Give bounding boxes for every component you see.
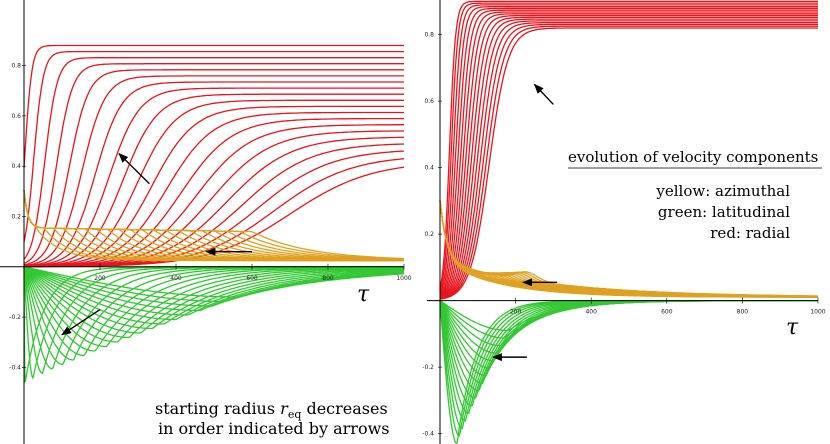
- left-annotation-line1: starting radius req decreases: [155, 399, 388, 421]
- y-tick-label: 0.2: [11, 214, 21, 221]
- latitudinal-curve-20: [23, 266, 405, 298]
- radial-curve-8: [439, 13, 818, 299]
- legend-entry-radial: red: radial: [710, 224, 790, 242]
- x-tick-label: 800: [322, 275, 334, 282]
- right-x-axis-label: τ: [786, 315, 799, 340]
- latitudinal-curve-15: [23, 266, 405, 321]
- radial-curve-11: [439, 18, 818, 300]
- annotation-subscript: eq: [288, 408, 302, 421]
- radial-curve-1: [23, 44, 404, 169]
- x-tick-label: 1000: [396, 275, 411, 282]
- radial-curve-7: [439, 11, 818, 298]
- latitudinal-curve-9: [439, 299, 818, 384]
- y-tick-label: 0.6: [11, 113, 21, 120]
- y-tick-label: -0.2: [422, 364, 434, 371]
- y-tick-label: 0.4: [11, 163, 21, 170]
- latitudinal-curve-13: [23, 266, 405, 330]
- y-tick-label: -0.4: [9, 364, 21, 371]
- radial-curve-15: [439, 25, 818, 300]
- latitudinal-curve-11: [23, 266, 405, 339]
- y-tick-label: 0.6: [424, 98, 434, 105]
- x-tick-label: 1000: [810, 309, 825, 316]
- latitudinal-curve-14: [23, 266, 405, 325]
- latitudinal-curve-12: [23, 266, 405, 334]
- y-tick-label: 0.4: [424, 165, 434, 172]
- radial-curve-7: [24, 81, 404, 267]
- x-tick-label: 400: [170, 275, 182, 282]
- radial-curve-4: [439, 6, 818, 296]
- left-curves: [23, 44, 405, 383]
- annotation-text-a: starting radius: [155, 399, 280, 418]
- radial-curve-3: [439, 4, 818, 294]
- x-tick-label: 600: [661, 309, 673, 316]
- radial-curve-6: [439, 9, 818, 298]
- radial-curve-13: [24, 117, 404, 268]
- radial-curve-3: [23, 57, 404, 260]
- radial-curve-13: [439, 21, 818, 300]
- latitudinal-arrow: [61, 308, 101, 336]
- radial-curve-8: [24, 87, 404, 267]
- latitudinal-curve-1: [23, 266, 404, 383]
- radial-curve-12: [439, 20, 818, 300]
- azimuthal-curve-16: [23, 190, 404, 261]
- left-annotation-line2: in order indicated by arrows: [158, 419, 389, 438]
- azimuthal-curve-20: [23, 190, 405, 260]
- right-curves: [439, 0, 819, 444]
- x-tick-label: 400: [585, 309, 597, 316]
- radial-curve-9: [439, 14, 818, 299]
- x-tick-label: 800: [737, 309, 749, 316]
- radial-arrow: [533, 83, 554, 105]
- left-arrows: [61, 152, 252, 336]
- radial-curve-1: [439, 0, 818, 289]
- annotation-symbol: r: [280, 399, 289, 418]
- y-tick-label: -0.4: [422, 431, 434, 438]
- latitudinal-curve-7: [439, 299, 818, 400]
- legend-title: evolution of velocity components: [568, 148, 818, 166]
- left-x-axis-label: τ: [357, 282, 370, 307]
- radial-arrow: [118, 152, 150, 185]
- radial-curve-16: [439, 27, 818, 300]
- y-tick-label: 0.8: [424, 32, 434, 39]
- left-x-ticks: 200 400 600 800 1000: [94, 263, 412, 282]
- radial-curve-10: [439, 16, 818, 299]
- right-x-ticks: 200 400 600 800 1000: [510, 297, 826, 316]
- x-tick-label: 200: [510, 309, 522, 316]
- right-y-ticks: 0.8 0.6 0.4 0.2 -0.2 -0.4: [422, 32, 442, 438]
- legend-entry-latitudinal: green: latitudinal: [658, 203, 790, 221]
- latitudinal-curve-9: [23, 266, 404, 348]
- right-panel: 200 400 600 800 1000 0.80.60.40.2-0.2-0.4 τ …: [422, 0, 826, 444]
- latitudinal-curve-4: [439, 299, 818, 422]
- x-tick-label: 600: [246, 275, 258, 282]
- legend-entry-azimuthal: yellow: azimuthal: [655, 182, 790, 200]
- radial-curve-2: [439, 2, 818, 292]
- radial-curve-5: [23, 69, 404, 266]
- y-tick-label: -0.2: [9, 314, 21, 321]
- x-tick-label: 200: [94, 275, 106, 282]
- latitudinal-curve-1: [439, 299, 818, 444]
- radial-curve-4: [23, 63, 404, 265]
- right-arrows: [491, 83, 558, 362]
- latitudinal-curve-2: [439, 299, 818, 438]
- left-y-ticks: 0.8 0.6 0.4 0.2 -0.2 -0.4: [9, 63, 26, 371]
- radial-curve-14: [439, 23, 818, 300]
- latitudinal-curve-16: [23, 266, 405, 316]
- azimuthal-curve-13: [23, 190, 404, 262]
- left-panel: 200 400 600 800 1000 0.80.60.40.2-0.2-0.4 τ …: [0, 0, 412, 444]
- y-tick-label: 0.2: [424, 231, 434, 238]
- y-tick-label: 0.8: [11, 63, 21, 70]
- annotation-text-b: decreases: [301, 399, 387, 418]
- latitudinal-curve-17: [23, 266, 405, 312]
- latitudinal-curve-16: [439, 299, 818, 332]
- radial-curve-5: [439, 7, 818, 297]
- radial-curve-6: [23, 75, 404, 267]
- radial-curve-2: [23, 50, 404, 243]
- azimuthal-curve-16: [439, 200, 819, 297]
